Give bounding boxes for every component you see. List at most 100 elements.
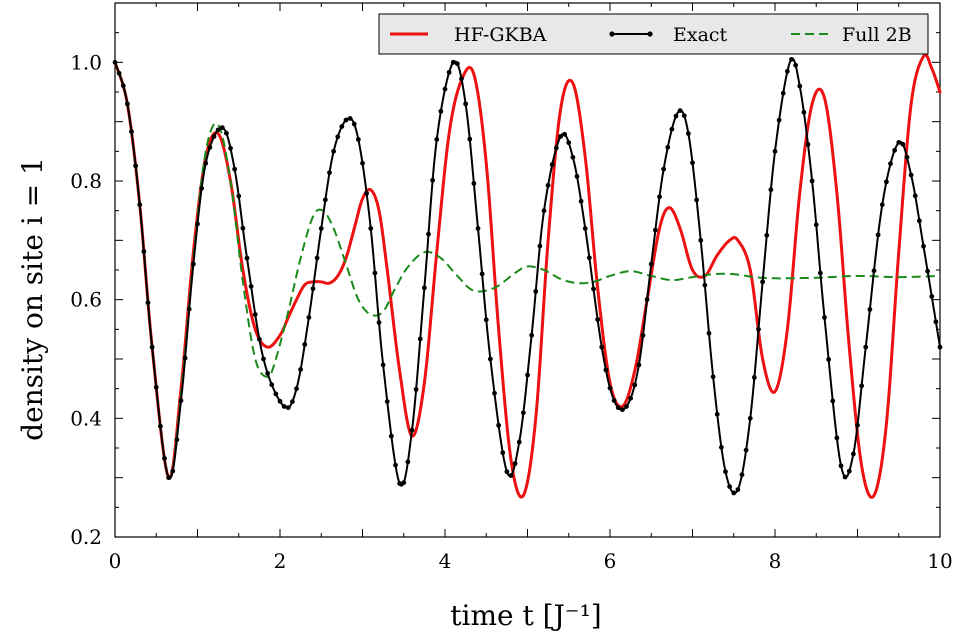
exact-data-point <box>644 297 650 302</box>
exact-data-point <box>578 198 584 204</box>
exact-data-point <box>500 450 506 456</box>
exact-data-point <box>537 243 543 249</box>
exact-data-point <box>805 142 811 147</box>
legend-marker-exact <box>647 31 653 37</box>
exact-data-point <box>723 469 728 475</box>
exact-data-point <box>302 342 308 347</box>
exact-data-point <box>120 83 126 89</box>
exact-data-point <box>533 289 539 294</box>
exact-data-point <box>714 411 720 417</box>
x-tick-label: 4 <box>439 549 452 573</box>
exact-data-point <box>475 226 481 231</box>
exact-data-point <box>657 194 662 200</box>
exact-data-point <box>281 404 287 409</box>
exact-data-point <box>479 271 485 277</box>
exact-data-point <box>640 333 646 338</box>
exact-data-point <box>327 170 332 176</box>
exact-data-point <box>702 282 708 288</box>
plot-frame <box>114 2 941 538</box>
exact-data-point <box>409 427 415 433</box>
x-tick-label: 6 <box>604 549 617 573</box>
exact-data-point <box>685 131 691 136</box>
exact-data-point <box>252 312 258 317</box>
exact-data-point <box>809 178 815 184</box>
exact-data-point <box>710 374 716 380</box>
exact-data-point <box>784 68 790 74</box>
exact-data-point <box>933 319 939 325</box>
exact-data-point <box>471 181 477 186</box>
exact-data-point <box>512 461 518 466</box>
exact-data-point <box>706 330 712 336</box>
exact-data-point <box>863 344 869 350</box>
exact-data-point <box>916 218 922 224</box>
exact-data-point <box>368 226 374 231</box>
legend-label-hf-gkba: HF-GKBA <box>454 24 547 46</box>
exact-data-point <box>137 202 143 208</box>
exact-data-point <box>145 300 151 306</box>
exact-data-point <box>883 179 889 185</box>
exact-data-point <box>727 484 733 489</box>
y-tick-label: 0.8 <box>70 169 102 193</box>
legend-label-exact: Exact <box>673 24 728 46</box>
exact-data-point <box>442 86 448 92</box>
exact-data-point <box>401 480 407 486</box>
exact-data-point <box>925 268 931 274</box>
exact-data-point <box>289 399 295 405</box>
exact-data-point <box>937 344 943 350</box>
exact-data-point <box>207 144 213 150</box>
exact-data-point <box>182 355 188 361</box>
exact-data-point <box>376 320 382 325</box>
exact-data-point <box>380 362 386 368</box>
exact-data-point <box>525 372 530 378</box>
exact-data-point <box>743 447 749 453</box>
exact-data-point <box>764 232 770 238</box>
legend-label-full-2b: Full 2B <box>842 24 912 46</box>
exact-data-point <box>574 174 580 179</box>
exact-data-point <box>463 101 469 107</box>
axis-ticks <box>114 2 941 538</box>
exact-data-point <box>232 166 238 172</box>
exact-data-point <box>797 83 803 89</box>
exact-data-point <box>673 113 679 119</box>
y-tick-label: 0.4 <box>70 406 102 430</box>
exact-data-point <box>545 182 551 188</box>
exact-data-point <box>859 383 865 389</box>
exact-data-point <box>318 226 324 231</box>
exact-data-point <box>669 126 675 132</box>
legend: HF-GKBA Exact Full 2B <box>378 13 929 55</box>
exact-data-point <box>582 226 588 231</box>
exact-data-point <box>190 261 196 267</box>
exact-data-point <box>875 232 881 238</box>
exact-data-point <box>355 137 361 142</box>
exact-data-point <box>211 134 217 139</box>
exact-data-point <box>789 56 794 62</box>
exact-data-point <box>760 279 766 285</box>
exact-data-point <box>652 227 658 233</box>
exact-data-point <box>896 140 902 145</box>
exact-data-point <box>830 398 836 404</box>
exact-data-point <box>504 469 510 475</box>
exact-data-point <box>694 197 700 203</box>
plot-area-border <box>114 2 941 538</box>
x-tick-label: 8 <box>769 549 782 573</box>
exact-data-point <box>508 473 514 478</box>
exact-data-point <box>421 285 427 291</box>
exact-data-point <box>681 113 687 119</box>
exact-data-point <box>178 398 184 403</box>
exact-data-point <box>133 163 139 169</box>
exact-data-point <box>636 362 642 368</box>
series-layer <box>112 53 943 499</box>
exact-data-point <box>855 422 860 428</box>
exact-data-point <box>912 193 918 199</box>
exact-data-point <box>776 117 782 123</box>
exact-data-point <box>228 145 233 151</box>
exact-data-point <box>248 284 254 289</box>
exact-data-point <box>454 61 460 67</box>
exact-data-point <box>756 326 761 332</box>
exact-data-point <box>438 108 444 114</box>
exact-data-point <box>516 439 522 445</box>
y-tick-label: 0.6 <box>70 288 102 312</box>
exact-data-point <box>879 202 885 208</box>
exact-data-point <box>619 407 625 413</box>
